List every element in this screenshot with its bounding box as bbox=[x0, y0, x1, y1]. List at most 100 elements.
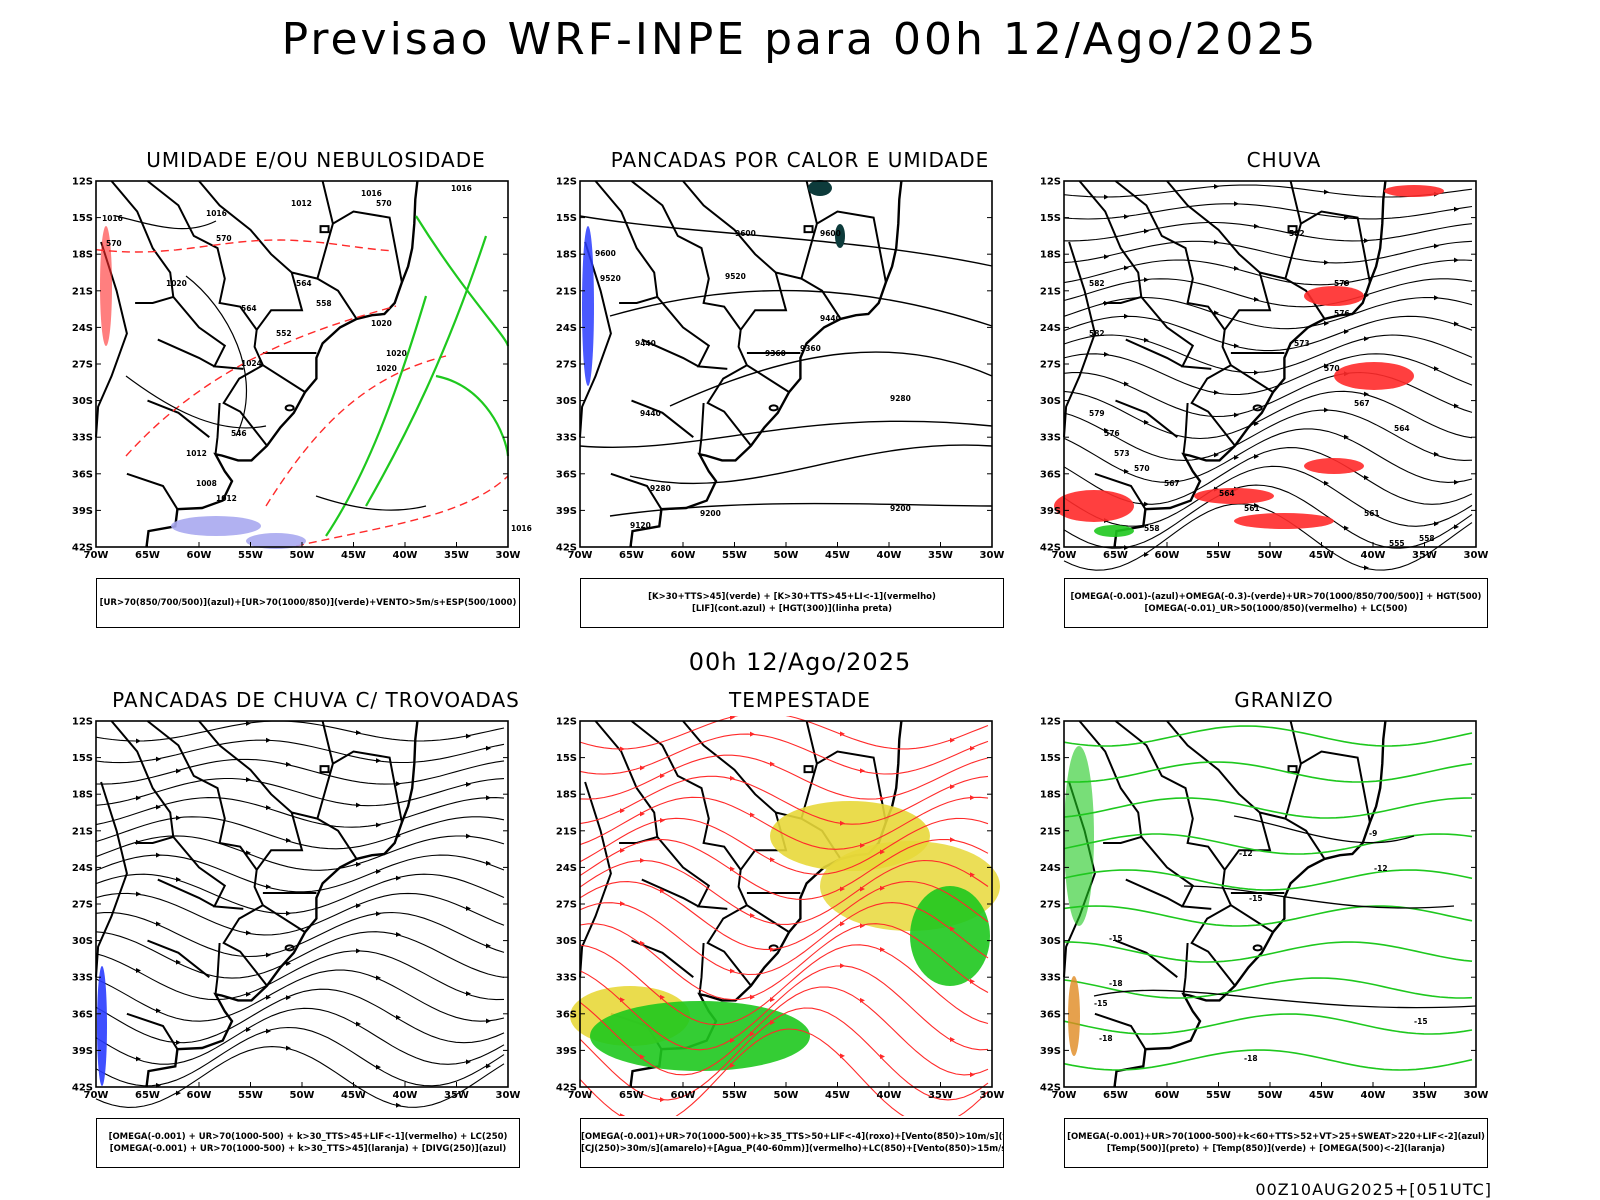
contour-label: 558 bbox=[316, 299, 332, 308]
legend-line-1: [OMEGA(-0.001)+UR>70(1000-500)+k<60+TTS>… bbox=[1067, 1132, 1485, 1142]
streamline-arrow bbox=[1344, 434, 1349, 440]
contour-label: -15 bbox=[1414, 1017, 1428, 1026]
streamline bbox=[95, 1007, 505, 1065]
lat-tick-label: 27S bbox=[72, 900, 93, 911]
lat-tick-label: 39S bbox=[1040, 506, 1061, 517]
contour-label: 9440 bbox=[635, 339, 656, 348]
streamline-arrow bbox=[376, 1064, 381, 1070]
streamline-arrow bbox=[356, 802, 361, 808]
lon-tick-label: 65W bbox=[135, 550, 160, 561]
streamline-arrow bbox=[640, 1054, 645, 1060]
temperature-500-contour bbox=[1093, 989, 1477, 1009]
streamline-arrow bbox=[396, 931, 401, 937]
streamline-arrow bbox=[1364, 238, 1369, 244]
lat-tick-label: 18S bbox=[72, 790, 93, 801]
streamline-arrow bbox=[176, 959, 181, 965]
streamline bbox=[579, 716, 989, 750]
panel-tempestade: TEMPESTADE 12S 15S 18S 21S 24S 27S 30S 33S 36S 39… bbox=[550, 688, 1050, 1168]
streamline-arrow bbox=[1104, 300, 1109, 306]
streamline-arrow bbox=[660, 817, 665, 823]
streamline-arrow bbox=[1214, 452, 1219, 458]
shaded-area bbox=[1334, 362, 1414, 390]
streamline bbox=[95, 950, 505, 1001]
streamline-arrow bbox=[950, 837, 955, 843]
shaded-area bbox=[1094, 525, 1134, 537]
streamline bbox=[579, 775, 989, 825]
lon-tick-label: 50W bbox=[774, 550, 799, 561]
humidity-contour bbox=[415, 215, 510, 347]
lon-tick-label: 35W bbox=[928, 1090, 953, 1101]
streamline-arrow bbox=[640, 858, 645, 864]
streamline-arrow bbox=[1144, 419, 1149, 425]
contour-label: 558 bbox=[1419, 534, 1435, 543]
lat-tick-label: 33S bbox=[556, 433, 577, 444]
streamline-arrow bbox=[660, 1097, 665, 1103]
federal-district-shape bbox=[319, 765, 330, 774]
lon-tick-label: 35W bbox=[1412, 550, 1437, 561]
streamline-arrow bbox=[660, 994, 665, 1000]
streamline bbox=[579, 880, 989, 950]
lat-tick-label: 24S bbox=[72, 323, 93, 334]
streamline-arrow bbox=[486, 795, 491, 801]
state-borders bbox=[579, 180, 887, 510]
contour-label: 9440 bbox=[640, 409, 661, 418]
streamline-arrow bbox=[1364, 475, 1369, 481]
height-contour bbox=[669, 351, 993, 407]
streamline-arrow bbox=[466, 905, 471, 911]
contour-label: 9120 bbox=[630, 521, 651, 530]
lon-tick-label: 60W bbox=[187, 1090, 212, 1101]
panel-legend: [OMEGA(-0.001)-(azul)+OMEGA(-0.3)-(verde… bbox=[1064, 578, 1488, 628]
contour-label: 555 bbox=[1389, 539, 1405, 548]
contour-labels: -9 -12 -12 -15 -15 -18 -15 -18 -18 -15 bbox=[1094, 829, 1428, 1063]
federal-district-shape bbox=[803, 765, 814, 774]
streamline-arrow bbox=[246, 930, 251, 936]
legend-line-2: [LIF](cont.azul) + [HGT(300)](linha pret… bbox=[691, 604, 893, 614]
streamline-arrow bbox=[466, 833, 471, 839]
panel-legend: [OMEGA(-0.001) + UR>70(1000-500) + k>30_… bbox=[96, 1118, 520, 1168]
lon-tick-label: 65W bbox=[619, 550, 644, 561]
lon-tick-label: 35W bbox=[444, 1090, 469, 1101]
lat-tick-label: 21S bbox=[72, 286, 93, 297]
contour-label: 558 bbox=[1144, 524, 1160, 533]
streamline-arrow bbox=[730, 1063, 735, 1069]
contour-label: 567 bbox=[1354, 399, 1370, 408]
lat-tick-label: 33S bbox=[556, 973, 577, 984]
contour-label: 1008 bbox=[196, 479, 217, 488]
lat-tick-label: 24S bbox=[1040, 863, 1061, 874]
lat-tick-label: 15S bbox=[556, 753, 577, 764]
streamline-arrow bbox=[1144, 501, 1149, 507]
panel-title: PANCADAS DE CHUVA C/ TROVOADAS bbox=[112, 688, 520, 712]
lat-tick-label: 42S bbox=[556, 543, 577, 554]
federal-district-shape bbox=[803, 225, 814, 234]
lat-tick-label: 27S bbox=[1040, 900, 1061, 911]
height-contour bbox=[579, 215, 993, 267]
streamline-arrow bbox=[396, 833, 401, 839]
streamline-arrow bbox=[1124, 381, 1129, 387]
lat-tick-label: 39S bbox=[72, 506, 93, 517]
streamline-arrow bbox=[486, 1063, 491, 1069]
contour-label: 9360 bbox=[765, 349, 786, 358]
streamline-arrow bbox=[1364, 391, 1369, 397]
lon-tick-label: 45W bbox=[825, 550, 850, 561]
lagoon-shape bbox=[284, 944, 295, 952]
streamline-arrow bbox=[620, 997, 625, 1003]
contour-label: 9280 bbox=[890, 394, 911, 403]
streamline-arrow bbox=[660, 888, 665, 894]
lon-tick-label: 40W bbox=[1361, 550, 1386, 561]
contour-label: 9600 bbox=[820, 229, 841, 238]
rain-shading-red bbox=[1054, 185, 1444, 529]
streamline-arrow bbox=[1364, 293, 1369, 299]
contour-label: 1020 bbox=[371, 319, 392, 328]
streamline-arrow bbox=[266, 1028, 271, 1034]
lon-tick-label: 70W bbox=[1052, 1090, 1077, 1101]
streamline-arrow bbox=[266, 737, 271, 743]
thickness-contour bbox=[265, 355, 447, 507]
streamline-arrow bbox=[156, 921, 161, 927]
streamline-arrow bbox=[136, 795, 141, 801]
streamline-arrow bbox=[1144, 552, 1149, 558]
lon-tick-label: 70W bbox=[568, 1090, 593, 1101]
lon-tick-label: 60W bbox=[1155, 1090, 1180, 1101]
lon-tick-label: 50W bbox=[290, 550, 315, 561]
temperature-850-contour bbox=[1063, 833, 1473, 855]
contour-label: 570 bbox=[1324, 364, 1340, 373]
